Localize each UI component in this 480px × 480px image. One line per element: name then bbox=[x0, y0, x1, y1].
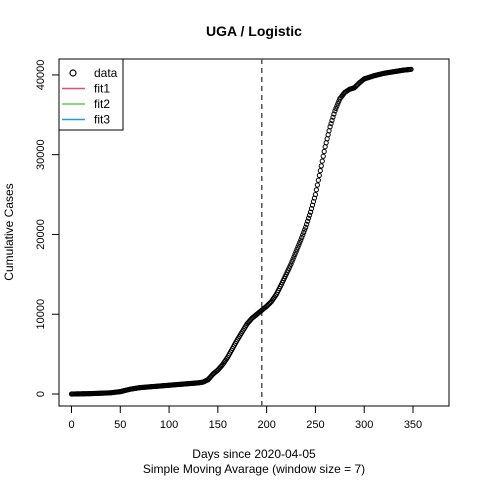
data-point bbox=[304, 221, 310, 227]
data-point bbox=[316, 172, 322, 179]
data-point bbox=[321, 148, 327, 155]
data-point bbox=[330, 114, 336, 120]
legend-label-fit3: fit3 bbox=[94, 113, 110, 127]
data-point bbox=[314, 182, 320, 188]
data-point bbox=[302, 227, 308, 233]
legend-label-fit2: fit2 bbox=[94, 97, 110, 111]
data-point bbox=[315, 177, 321, 183]
x-tick-label: 50 bbox=[114, 419, 126, 431]
data-point bbox=[299, 234, 305, 241]
x-tick-label: 250 bbox=[306, 419, 324, 431]
data-point bbox=[408, 66, 414, 72]
data-point bbox=[320, 153, 326, 159]
y-tick-label: 10000 bbox=[35, 299, 47, 330]
data-point bbox=[297, 239, 303, 246]
x-tick-label: 0 bbox=[68, 419, 74, 431]
data-point bbox=[301, 229, 307, 235]
data-point bbox=[303, 224, 309, 230]
data-point bbox=[335, 101, 341, 107]
data-point bbox=[332, 108, 338, 114]
data-point bbox=[296, 242, 302, 248]
data-point bbox=[318, 163, 324, 169]
legend-symbol-data bbox=[69, 69, 77, 77]
data-point bbox=[334, 103, 340, 109]
y-tick-label: 0 bbox=[35, 391, 47, 397]
data-point bbox=[288, 261, 294, 267]
x-tick-label: 100 bbox=[160, 419, 178, 431]
data-point bbox=[317, 168, 323, 174]
y-axis-label: Cumulative Cases bbox=[2, 183, 16, 280]
data-point bbox=[298, 237, 304, 243]
data-points bbox=[68, 66, 414, 397]
data-point bbox=[291, 254, 297, 260]
data-point bbox=[290, 256, 296, 262]
data-point bbox=[319, 158, 325, 164]
chart-title: UGA / Logistic bbox=[206, 23, 302, 39]
y-tick-label: 40000 bbox=[35, 60, 47, 91]
data-point bbox=[327, 124, 333, 130]
data-point bbox=[293, 249, 299, 255]
x-tick-label: 200 bbox=[257, 419, 275, 431]
y-tick-label: 20000 bbox=[35, 219, 47, 250]
data-point bbox=[295, 244, 301, 250]
x-axis-sublabel: Simple Moving Avarage (window size = 7) bbox=[143, 462, 365, 476]
x-tick-label: 350 bbox=[404, 419, 422, 431]
data-point bbox=[294, 247, 300, 253]
data-point bbox=[289, 258, 295, 265]
data-point bbox=[312, 191, 319, 198]
data-point bbox=[305, 218, 311, 224]
legend-label-fit1: fit1 bbox=[94, 82, 110, 96]
x-tick-label: 300 bbox=[355, 419, 373, 431]
data-point bbox=[328, 120, 334, 127]
data-point bbox=[292, 251, 298, 258]
data-point bbox=[300, 232, 306, 238]
legend-box bbox=[58, 58, 124, 131]
x-axis: 0 50 100 150 200 250 300 350 bbox=[68, 405, 422, 431]
data-point bbox=[329, 117, 335, 123]
data-point bbox=[313, 187, 320, 193]
data-point bbox=[333, 105, 339, 112]
data-point bbox=[331, 111, 337, 117]
x-axis-label: Days since 2020-04-05 bbox=[192, 447, 316, 461]
x-tick-label: 150 bbox=[209, 419, 227, 431]
data-point bbox=[305, 215, 312, 221]
data-point bbox=[306, 212, 313, 218]
y-tick-label: 30000 bbox=[35, 139, 47, 170]
y-axis: 0 10000 20000 30000 40000 bbox=[35, 60, 59, 397]
legend-label-data: data bbox=[94, 66, 118, 80]
